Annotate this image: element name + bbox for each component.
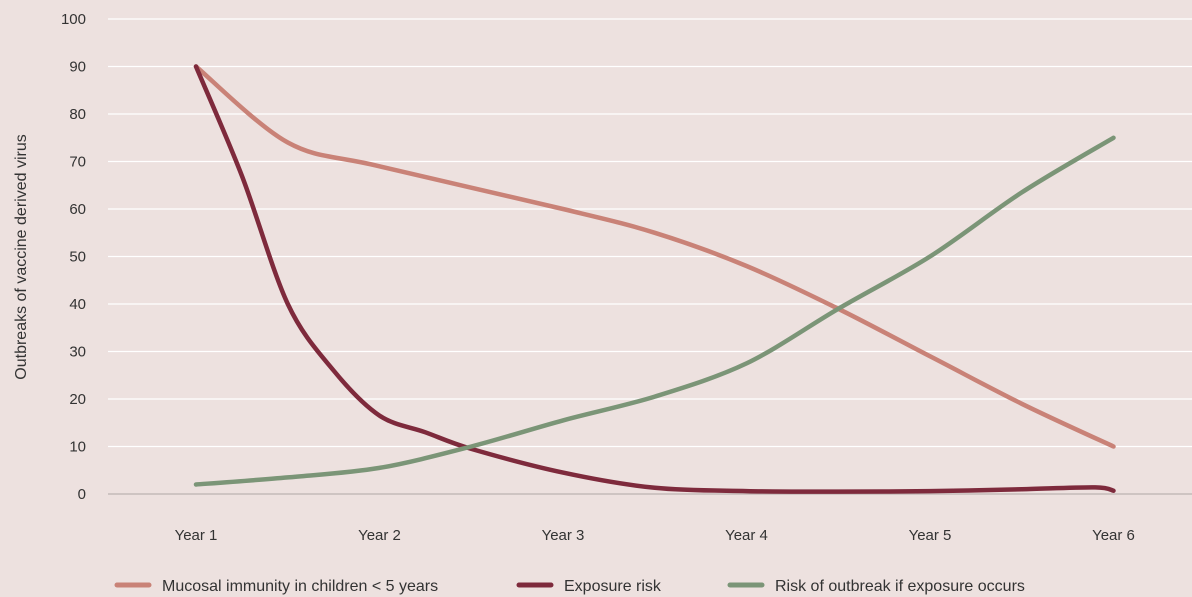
x-tick-label: Year 1 xyxy=(175,527,218,544)
x-tick-label: Year 4 xyxy=(725,527,768,544)
y-tick-label: 70 xyxy=(69,154,86,171)
y-tick-label: 90 xyxy=(69,59,86,76)
x-tick-label: Year 3 xyxy=(542,527,585,544)
legend-label-1: Exposure risk xyxy=(564,578,662,595)
y-tick-label: 40 xyxy=(69,296,86,313)
series-line-0 xyxy=(193,64,1116,449)
y-tick-label: 50 xyxy=(69,249,86,266)
series-line-2 xyxy=(193,135,1116,487)
x-tick-label: Year 5 xyxy=(909,527,952,544)
x-tick-label: Year 6 xyxy=(1092,527,1135,544)
legend-label-2: Risk of outbreak if exposure occurs xyxy=(775,578,1025,595)
y-tick-label: 0 xyxy=(78,486,86,503)
x-tick-label: Year 2 xyxy=(358,527,401,544)
y-tick-label: 100 xyxy=(61,11,86,28)
series-line-1 xyxy=(193,64,1116,494)
y-tick-label: 30 xyxy=(69,344,86,361)
y-tick-label: 20 xyxy=(69,391,86,408)
y-tick-label: 60 xyxy=(69,201,86,218)
legend-label-0: Mucosal immunity in children < 5 years xyxy=(162,578,438,595)
y-axis-title: Outbreaks of vaccine derived virus xyxy=(13,134,30,379)
y-tick-label: 10 xyxy=(69,439,86,456)
y-tick-label: 80 xyxy=(69,106,86,123)
